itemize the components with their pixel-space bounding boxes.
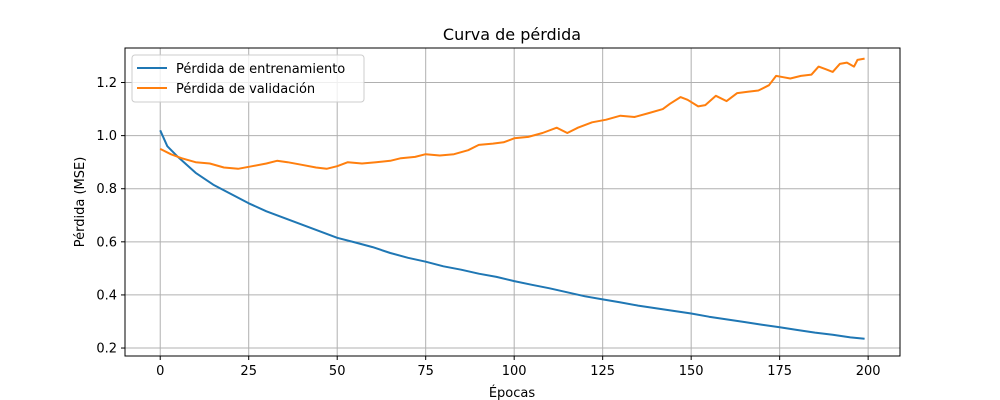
x-axis: 0 25 50 75 100 125 150 175 200 [156,356,881,379]
validation-loss-line [159,57,865,170]
legend-label: Pérdida de validación [176,82,315,97]
series-group [159,57,865,340]
x-tick-label: 175 [767,364,792,379]
y-tick-label: 1.0 [96,129,117,144]
x-tick-label: 50 [329,364,346,379]
plot-frame [124,47,901,357]
legend-box [131,54,365,103]
x-tick-label: 150 [679,364,704,379]
legend-label: Pérdida de entrenamiento [176,62,345,77]
grid [125,48,900,356]
x-tick-label: 125 [590,364,615,379]
x-axis-label: Épocas [489,385,536,400]
y-axis: 0.2 0.4 0.6 0.8 1.0 1.2 [96,76,125,357]
y-axis-label: Pérdida (MSE) [73,157,88,248]
y-tick-label: 0.6 [96,235,117,250]
x-tick-label: 25 [240,364,257,379]
x-tick-label: 100 [502,364,527,379]
x-tick-label: 75 [417,364,434,379]
chart-title: Curva de pérdida [443,25,581,44]
x-tick-label: 200 [856,364,881,379]
legend: Pérdida de entrenamiento Pérdida de valid… [131,54,365,103]
training-loss-line [159,129,865,340]
y-tick-label: 0.8 [96,182,117,197]
x-tick-label: 0 [156,364,164,379]
y-tick-label: 0.2 [96,342,117,357]
y-tick-label: 0.4 [96,288,117,303]
y-tick-label: 1.2 [96,76,117,91]
